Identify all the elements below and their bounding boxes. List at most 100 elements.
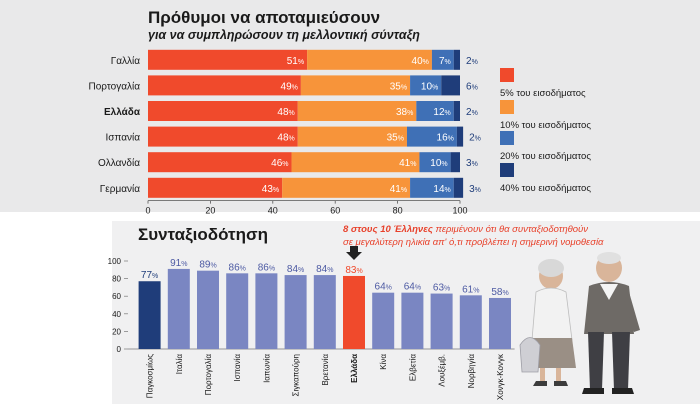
retirement-category-label: Σιγκαπούρη [292,354,301,396]
savings-category-label: Γερμανία [100,183,140,195]
retirement-category-label: Ισπανία [233,354,242,382]
savings-bar-segment [450,152,460,173]
retirement-annotation-line1: 8 στους 10 Έλληνες περιμένουν ότι θα συν… [343,224,588,235]
retirement-annotation-line2: σε μεγαλύτερη ηλικία απ' ό,τι προβλέπει … [343,237,604,248]
savings-segment-value-label: 48% [277,133,294,144]
savings-segment-value-label: 10% [430,158,447,169]
retirement-value-label: 58% [491,287,508,298]
retirement-category-label: Ελλάδα [350,354,359,383]
retirement-bar [138,281,161,349]
retirement-value-label: 84% [287,264,304,275]
savings-outside-value-label: 3% [466,158,478,169]
savings-bar-segment [148,126,298,147]
savings-segment-value-label: 46% [271,158,288,169]
savings-outside-value-label: 2% [466,107,478,118]
retirement-bar [197,270,219,349]
retirement-value-label: 84% [316,264,333,275]
retirement-value-label: 89% [199,260,216,271]
savings-category-label: Ελλάδα [104,107,141,118]
savings-bar-segment [148,152,292,173]
savings-segment-value-label: 51% [287,56,304,67]
savings-legend-swatch [500,100,514,114]
savings-segment-value-label: 14% [433,184,450,195]
savings-x-tick-label: 100 [452,206,467,216]
retirement-bar [167,268,190,349]
retirement-category-label: Πορτογαλία [204,354,213,396]
retirement-y-tick-label: 40 [112,310,121,319]
retirement-value-label: 63% [433,283,450,294]
savings-bar-segment [453,177,464,198]
savings-chart-title: Πρόθυμοι να αποταμιεύσουν [148,8,380,27]
savings-bar-segment [282,177,411,198]
retirement-bar [372,292,395,349]
retirement-category-label: Παγκοσμίως [146,354,155,398]
savings-x-tick-label: 20 [205,206,215,216]
savings-segment-value-label: 41% [399,158,416,169]
savings-bar-segment [441,75,460,96]
retirement-y-tick-label: 100 [108,257,122,266]
elderly-woman-figure [519,259,576,386]
savings-x-tick-label: 40 [268,206,278,216]
savings-x-tick-label: 80 [393,206,403,216]
retirement-category-label: Ιαπωνία [262,354,271,383]
savings-bar-segment [297,101,417,121]
savings-bar-segment [406,126,457,147]
retirement-y-tick-label: 60 [112,292,121,301]
retirement-category-label: Λουξέμβ. [438,354,447,387]
savings-bar-segment [456,126,464,147]
retirement-bar [284,275,307,349]
savings-x-tick-label: 60 [330,206,340,216]
savings-legend-label: 10% του εισοδήματος [500,120,591,131]
savings-bar-segment [148,49,308,70]
savings-segment-value-label: 40% [412,56,429,67]
savings-segment-value-label: 35% [390,81,407,92]
savings-stacked-bar-chart: Γαλλία 51% 40% 7% 2% Πορτογαλία 49% 35% 10% 6% Ελλ… [89,49,481,216]
savings-bar-segment [419,152,451,173]
retirement-bar [226,273,249,349]
savings-category-label: Ισπανία [106,132,141,144]
savings-segment-value-label: 10% [421,81,438,92]
retirement-category-label: Ιταλία [175,354,184,375]
savings-segment-value-label: 41% [390,184,407,195]
savings-legend-label: 20% του εισοδήματος [500,151,591,162]
retirement-value-label: 91% [170,258,187,269]
savings-category-label: Πορτογαλία [89,80,141,92]
savings-segment-value-label: 43% [262,184,279,195]
savings-bar-segment [453,101,460,121]
savings-segment-value-label: 38% [396,107,413,118]
savings-bar-segment [148,177,283,198]
savings-bar-segment [291,152,420,173]
annotation-highlight: 8 στους 10 Έλληνες [343,224,434,235]
elderly-man-figure [582,252,640,394]
down-arrow-icon [346,245,362,260]
savings-outside-value-label: 2% [469,133,481,144]
savings-legend-swatch [500,68,514,82]
savings-legend: 5% του εισοδήματος 10% του εισοδήματος 20%… [500,68,591,194]
savings-bar-segment [410,75,442,96]
savings-x-tick-label: 0 [145,206,150,216]
savings-bar-segment [297,126,407,147]
savings-outside-value-label: 2% [466,56,478,67]
savings-bar-segment [300,75,411,96]
savings-segment-value-label: 12% [433,107,450,118]
savings-legend-label: 5% του εισοδήματος [500,88,586,99]
retirement-bar [255,273,278,349]
retirement-value-label: 77% [141,270,158,281]
savings-bar-segment [410,177,454,198]
savings-chart-subtitle: για να συμπληρώσουν τη μελλοντική σύνταξ… [148,28,420,42]
savings-segment-value-label: 7% [439,56,451,67]
savings-category-label: Γαλλία [111,55,141,67]
retirement-category-label: Χονγκ-Κονγκ [496,353,505,400]
retirement-category-label: Κίνα [379,354,388,370]
savings-outside-value-label: 3% [469,184,481,195]
retirement-value-label: 61% [462,284,479,295]
retirement-category-label: Βρετανία [321,354,330,386]
retirement-bar [489,297,511,349]
savings-outside-value-label: 6% [466,81,478,92]
savings-bar-segment [416,101,454,121]
savings-segment-value-label: 16% [437,133,454,144]
retirement-value-label: 86% [258,262,275,273]
retirement-y-tick-label: 20 [112,327,121,336]
retirement-value-label: 86% [229,262,246,273]
